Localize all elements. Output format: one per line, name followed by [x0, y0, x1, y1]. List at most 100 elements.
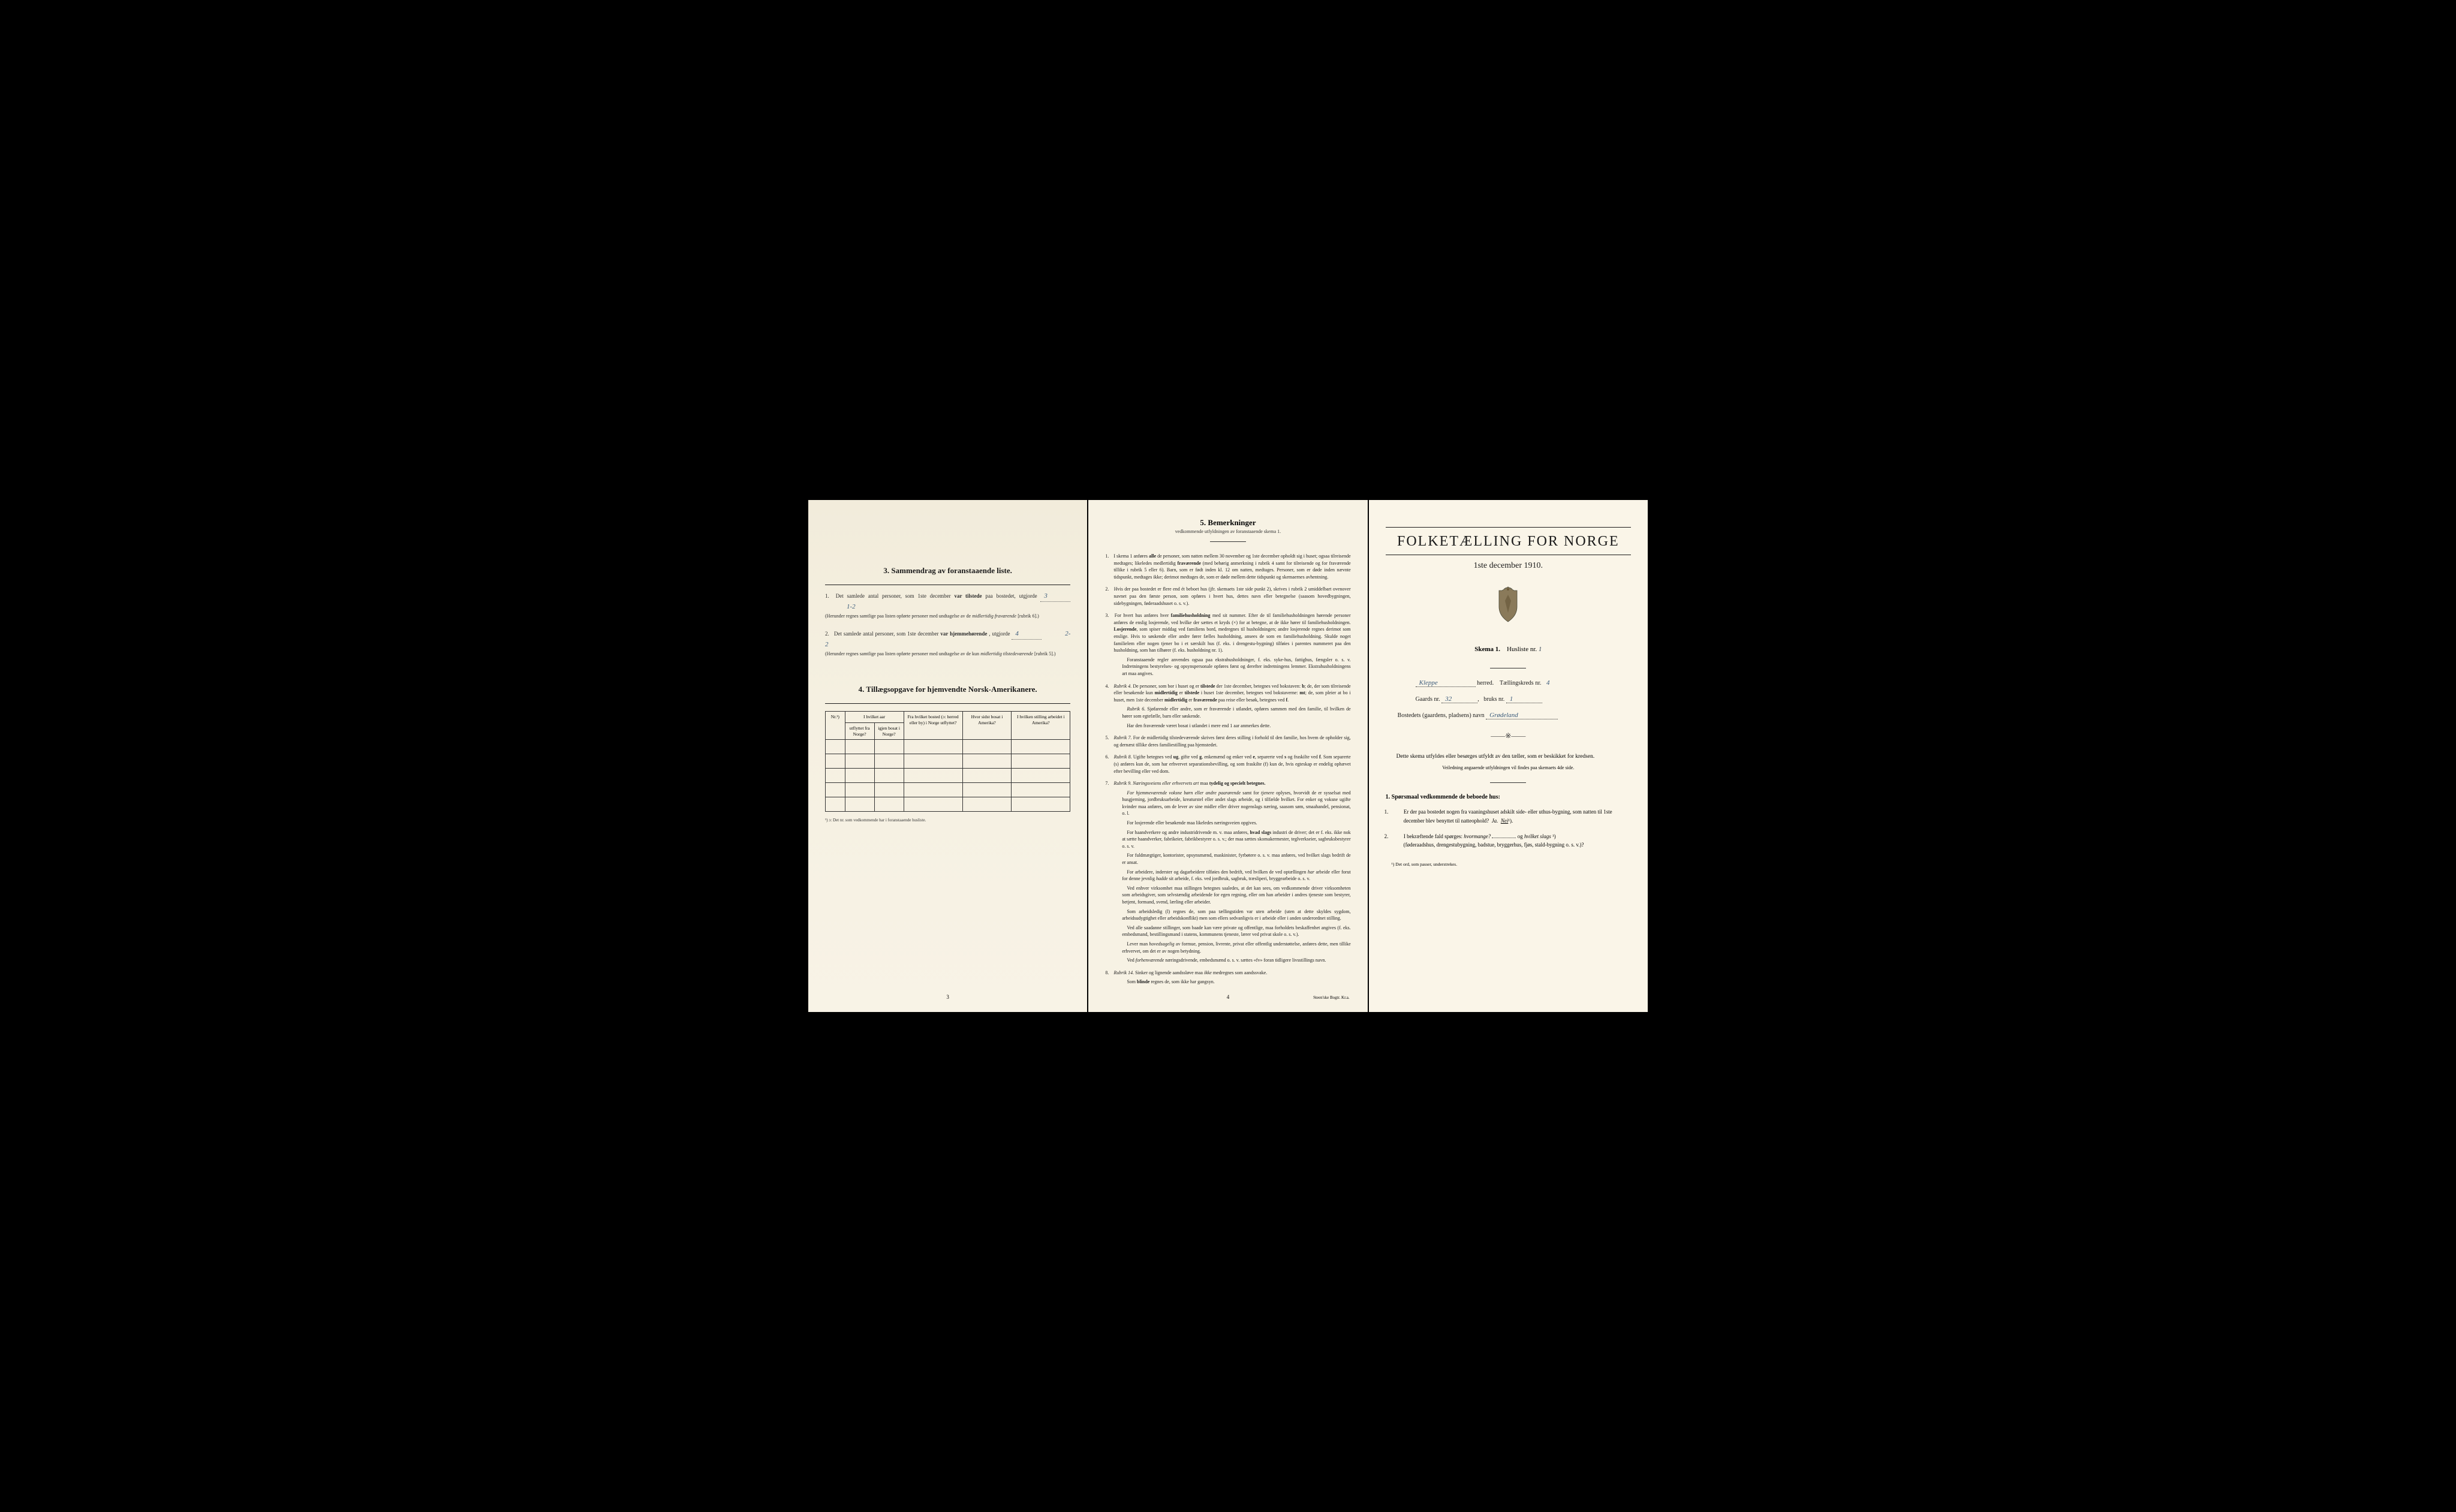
remarks-container: 1. I skema 1 anføres alle de personer, s…: [1105, 553, 1350, 986]
q1-sup: ¹).: [1508, 818, 1513, 824]
item1-value: 3: [1040, 591, 1070, 602]
remarks-num: 5.: [1200, 518, 1206, 527]
table-row: [826, 783, 1070, 797]
table-section: Nr.¹) I hvilket aar Fra hvilket bosted (…: [825, 711, 1070, 823]
q2-pre: I bekræftende fald spørges:: [1404, 833, 1462, 839]
remarks-title-text: Bemerkninger: [1208, 518, 1256, 527]
ornament: ――※――: [1386, 731, 1631, 740]
th-igjen: igjen bosat i Norge?: [874, 722, 904, 740]
section4-title: 4. Tillægsopgave for hjemvendte Norsk-Am…: [825, 685, 1070, 694]
section3-title: 3. Sammendrag av foranstaaende liste.: [825, 566, 1070, 576]
section3-title-text: Sammendrag av foranstaaende liste.: [891, 566, 1012, 575]
q2-num: 2.: [1394, 832, 1402, 841]
page-num-4: 4: [1227, 994, 1230, 1000]
bosted-line: Bostedets (gaardens, pladsens) navn Grød…: [1386, 712, 1631, 719]
item2-post: , utgjorde: [989, 631, 1010, 637]
th-utflyttet: utflyttet fra Norge?: [845, 722, 874, 740]
item1-note-post: [rubrik 6].): [1018, 613, 1039, 619]
remark-item: 8. Rubrik 14. Sinker og lignende aandssl…: [1105, 969, 1350, 986]
divider: [1210, 541, 1246, 542]
q2-sup: ¹): [1552, 833, 1556, 839]
crest: [1386, 586, 1631, 628]
q2-italic2: hvilket slags: [1524, 833, 1551, 839]
top-rule: [1386, 527, 1631, 528]
herred-label: herred.: [1477, 680, 1494, 686]
instruction: Dette skema utfyldes eller besørges utfy…: [1386, 752, 1631, 761]
table-footnote: ¹) ɔ: Det nr. som vedkommende har i fora…: [825, 818, 1070, 823]
question-1: 1. Er der paa bostedet nogen fra vaaning…: [1386, 808, 1631, 825]
item2-pre: Det samlede antal personer, som 1ste dec…: [834, 631, 939, 637]
table-row: [826, 740, 1070, 754]
remark-item: 2. Hvis der paa bostedet er flere end ét…: [1105, 586, 1350, 607]
herred-line: Kleppe herred. Tællingskreds nr. 4: [1386, 679, 1631, 687]
instruction-sub: Veiledning angaaende utfyldningen vil fi…: [1386, 765, 1631, 770]
th-aar: I hvilket aar: [845, 712, 904, 723]
q-header-text: 1. Spørsmaal vedkommende de beboede hus:: [1386, 794, 1500, 800]
bosted-label: Bostedets (gaardens, pladsens) navn: [1398, 712, 1485, 719]
herred-value: Kleppe: [1416, 679, 1476, 687]
q1-ja: Ja.: [1492, 818, 1498, 824]
husliste-label: Husliste nr.: [1507, 646, 1537, 653]
divider: [1490, 782, 1526, 783]
item1-note: (Herunder regnes samtlige paa listen opf…: [825, 613, 971, 619]
question-2: 2. I bekræftende fald spørges: hvormange…: [1386, 832, 1631, 850]
item1: 1. Det samlede antal personer, som 1ste …: [825, 591, 1070, 621]
remark-item: 5. Rubrik 7. For de midlertidig tilstede…: [1105, 734, 1350, 748]
table-row: [826, 769, 1070, 783]
th-stilling: I hvilken stilling arbeidet i Amerika?: [1012, 712, 1070, 740]
bruks-value: 1: [1506, 695, 1542, 703]
th-bosted: Fra hvilket bosted (ɔ: herred eller by) …: [904, 712, 962, 740]
remarks-subtitle: vedkommende utfyldningen av foranstaaend…: [1105, 529, 1350, 534]
footnote3: ¹) Det ord, som passer, understrekes.: [1386, 862, 1631, 867]
coat-of-arms-icon: [1493, 586, 1523, 625]
printer-credit: Steen'ske Bogtr. Kr.a.: [1313, 995, 1350, 1000]
q2-mid: og: [1518, 833, 1523, 839]
bosted-value: Grødeland: [1486, 712, 1558, 719]
th-nr: Nr.¹): [826, 712, 845, 740]
th-amerika: Hvor sidst bosat i Amerika?: [962, 712, 1012, 740]
item1-value2: 1-2: [843, 603, 859, 610]
q1-nei: Nei: [1501, 818, 1509, 824]
section4-title-text: Tillægsopgave for hjemvendte Norsk-Ameri…: [866, 685, 1037, 694]
date-line: 1ste december 1910.: [1386, 561, 1631, 571]
item2-num: 2.: [825, 630, 832, 638]
document-container: 3. Sammendrag av foranstaaende liste. 1.…: [808, 500, 1648, 1012]
item1-note-italic: midlertidig fraværende: [972, 613, 1016, 619]
tillaeg-table: Nr.¹) I hvilket aar Fra hvilket bosted (…: [825, 711, 1070, 812]
rule: [825, 703, 1070, 704]
page-middle: 5. Bemerkninger vedkommende utfyldningen…: [1088, 500, 1367, 1012]
skema-line: Skema 1. Husliste nr. 1: [1386, 646, 1631, 653]
item2-bold: var hjemmehørende: [940, 631, 987, 637]
remark-item: 3. For hvert hus anføres hver familiehus…: [1105, 612, 1350, 677]
page-left: 3. Sammendrag av foranstaaende liste. 1.…: [808, 500, 1087, 1012]
table-row: [826, 797, 1070, 812]
item1-pre: Det samlede antal personer, som 1ste dec…: [836, 593, 951, 599]
item1-post: paa bostedet, utgjorde: [985, 593, 1037, 599]
q2-post: (føderaadshus, drengestubygning, badstue…: [1404, 842, 1584, 848]
husliste-value: 1: [1539, 646, 1542, 653]
kreds-label: Tællingskreds nr.: [1500, 680, 1541, 686]
item2-note-italic: midlertidig tilstedeværende: [980, 651, 1033, 656]
remarks-title: 5. Bemerkninger: [1105, 518, 1350, 528]
kreds-value: 4: [1543, 679, 1554, 686]
gaards-line: Gaards nr. 32, bruks nr. 1: [1386, 695, 1631, 703]
section3-num: 3.: [883, 566, 889, 575]
item1-num: 1.: [825, 592, 832, 601]
bruks-label: bruks nr.: [1483, 696, 1504, 703]
page-num-3: 3: [946, 994, 949, 1000]
main-title: FOLKETÆLLING FOR NORGE: [1386, 534, 1631, 550]
section4-num: 4.: [859, 685, 865, 694]
table-body: [826, 740, 1070, 812]
table-row: [826, 754, 1070, 769]
footnote3-text: ¹) Det ord, som passer, understrekes.: [1392, 862, 1457, 867]
page-right: FOLKETÆLLING FOR NORGE 1ste december 191…: [1369, 500, 1648, 1012]
item1-bold: var tilstede: [954, 593, 982, 599]
remark-item: 7. Rubrik 9. Næringsveiens eller erhverv…: [1105, 780, 1350, 964]
item2-value: 4: [1012, 629, 1042, 640]
q2-italic1: hvormange?: [1464, 833, 1491, 839]
gaards-label: Gaards nr.: [1416, 696, 1440, 703]
gaards-value: 32: [1441, 695, 1477, 703]
item2-note: (Herunder regnes samtlige paa listen opf…: [825, 651, 979, 656]
q1-num: 1.: [1394, 808, 1402, 816]
remark-item: 4. Rubrik 4. De personer, som bor i huse…: [1105, 683, 1350, 730]
